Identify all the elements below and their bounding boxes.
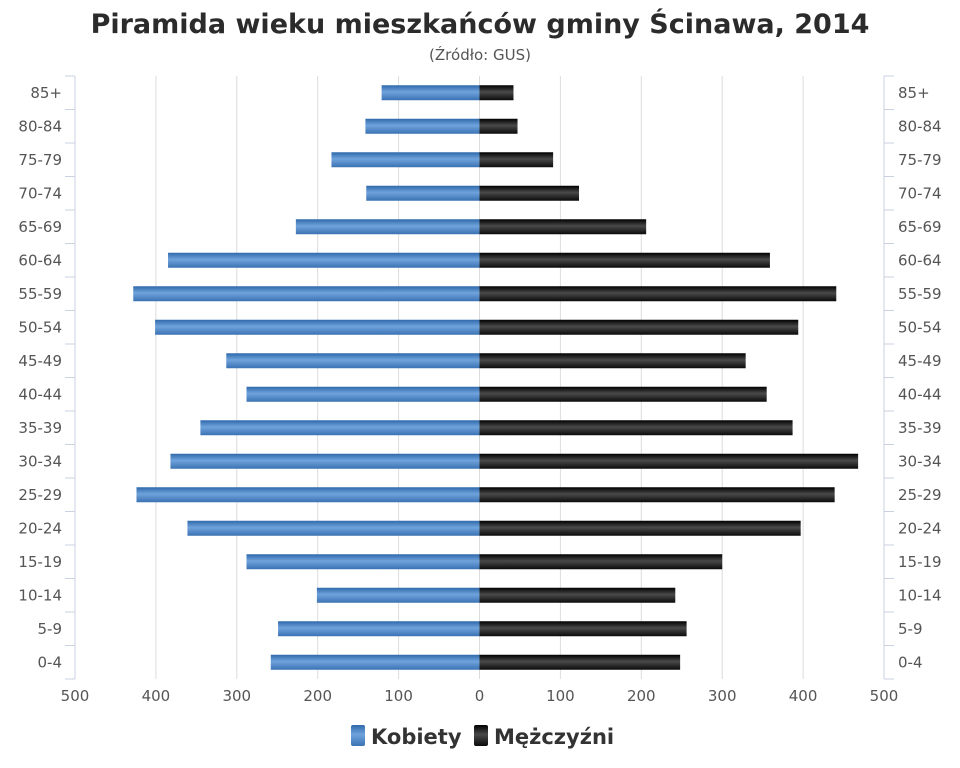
bar-mezczyzni-25-29[interactable]: [479, 487, 835, 503]
bar-kobiety-5-9[interactable]: [278, 621, 480, 637]
bar-kobiety-15-19[interactable]: [246, 554, 480, 570]
category-label-left: 75-79: [18, 151, 62, 169]
category-label-left: 40-44: [18, 385, 62, 403]
category-label-right: 30-34: [898, 452, 942, 470]
category-label-right: 75-79: [898, 151, 942, 169]
bar-kobiety-70-74[interactable]: [366, 185, 480, 201]
bar-kobiety-50-54[interactable]: [155, 319, 480, 335]
category-label-right: 20-24: [898, 519, 942, 537]
category-label-right: 40-44: [898, 385, 942, 403]
legend-swatch-mezczyzni: [474, 725, 488, 746]
legend-label-mezczyzni: Mężczyźni: [494, 725, 614, 749]
category-label-left: 25-29: [18, 486, 62, 504]
category-label-right: 25-29: [898, 486, 942, 504]
category-labels: 85+ 85+ 80-84 80-84 75-79 75-79 70-74 70-74 65-6…: [18, 84, 941, 672]
bar-mezczyzni-35-39[interactable]: [479, 420, 793, 436]
x-tick-label: 300: [222, 687, 251, 705]
bars: [133, 85, 859, 670]
category-label-right: 80-84: [898, 117, 942, 135]
bar-mezczyzni-55-59[interactable]: [479, 286, 837, 302]
bar-mezczyzni-45-49[interactable]: [479, 353, 746, 369]
bar-kobiety-25-29[interactable]: [136, 487, 480, 503]
category-label-left: 20-24: [18, 519, 62, 537]
category-label-left: 35-39: [18, 419, 62, 437]
category-label-right: 35-39: [898, 419, 942, 437]
category-label-right: 15-19: [898, 553, 942, 571]
x-axis-ticks: 500 400 300 200 100 0 100 200 300 400 500: [61, 687, 899, 705]
x-tick-label: 200: [303, 687, 332, 705]
bar-mezczyzni-20-24[interactable]: [479, 520, 801, 536]
bar-mezczyzni-15-19[interactable]: [479, 554, 723, 570]
x-tick-label: 500: [61, 687, 90, 705]
bar-kobiety-20-24[interactable]: [187, 520, 480, 536]
legend-label-kobiety: Kobiety: [371, 725, 462, 749]
category-label-left: 60-64: [18, 251, 62, 269]
bar-kobiety-60-64[interactable]: [168, 252, 480, 268]
bar-kobiety-35-39[interactable]: [200, 420, 480, 436]
bar-mezczyzni-0-4[interactable]: [479, 654, 681, 670]
category-label-left: 5-9: [38, 620, 63, 638]
chart-subtitle: (Źródło: GUS): [429, 45, 531, 64]
legend-item-kobiety[interactable]: Kobiety: [351, 725, 462, 749]
category-label-right: 0-4: [898, 653, 923, 671]
chart-title: Piramida wieku mieszkańców gminy Ścinawa…: [91, 8, 870, 40]
bar-mezczyzni-10-14[interactable]: [479, 587, 676, 603]
x-tick-label: 0: [475, 687, 485, 705]
category-label-left: 50-54: [18, 318, 62, 336]
x-tick-label: 200: [627, 687, 656, 705]
category-label-left: 65-69: [18, 218, 62, 236]
bar-kobiety-0-4[interactable]: [270, 654, 480, 670]
category-label-left: 70-74: [18, 184, 62, 202]
category-label-right: 70-74: [898, 184, 942, 202]
bar-mezczyzni-75-79[interactable]: [479, 152, 554, 168]
category-label-left: 45-49: [18, 352, 62, 370]
bar-kobiety-65-69[interactable]: [295, 219, 480, 235]
legend-item-mezczyzni[interactable]: Mężczyźni: [474, 725, 614, 749]
category-label-left: 80-84: [18, 117, 62, 135]
legend[interactable]: Kobiety Mężczyźni: [351, 725, 614, 749]
bar-kobiety-85+[interactable]: [381, 85, 480, 101]
x-tick-label: 400: [789, 687, 818, 705]
category-label-right: 5-9: [898, 620, 923, 638]
category-label-right: 50-54: [898, 318, 942, 336]
bar-mezczyzni-50-54[interactable]: [479, 319, 799, 335]
bar-mezczyzni-30-34[interactable]: [479, 453, 859, 469]
category-label-right: 60-64: [898, 251, 942, 269]
bar-kobiety-40-44[interactable]: [246, 386, 480, 402]
x-tick-label: 400: [142, 687, 171, 705]
axes: [65, 75, 894, 680]
category-label-left: 55-59: [18, 285, 62, 303]
category-label-right: 55-59: [898, 285, 942, 303]
bar-kobiety-75-79[interactable]: [331, 152, 480, 168]
category-label-right: 45-49: [898, 352, 942, 370]
bar-kobiety-55-59[interactable]: [133, 286, 480, 302]
bar-mezczyzni-40-44[interactable]: [479, 386, 767, 402]
category-label-left: 0-4: [38, 653, 63, 671]
bar-mezczyzni-85+[interactable]: [479, 85, 514, 101]
bar-mezczyzni-65-69[interactable]: [479, 219, 647, 235]
category-label-left: 30-34: [18, 452, 62, 470]
category-label-left: 10-14: [18, 586, 62, 604]
bar-kobiety-80-84[interactable]: [365, 118, 480, 134]
x-tick-label: 500: [870, 687, 899, 705]
category-label-right: 65-69: [898, 218, 942, 236]
category-label-right: 85+: [898, 84, 930, 102]
category-label-left: 85+: [30, 84, 62, 102]
bar-kobiety-30-34[interactable]: [170, 453, 480, 469]
category-label-right: 10-14: [898, 586, 942, 604]
bar-mezczyzni-60-64[interactable]: [479, 252, 770, 268]
bar-kobiety-10-14[interactable]: [316, 587, 480, 603]
category-label-left: 15-19: [18, 553, 62, 571]
legend-swatch-kobiety: [351, 725, 365, 746]
x-tick-label: 300: [708, 687, 737, 705]
bar-mezczyzni-70-74[interactable]: [479, 185, 580, 201]
bar-kobiety-45-49[interactable]: [226, 353, 480, 369]
x-tick-label: 100: [384, 687, 413, 705]
bar-mezczyzni-5-9[interactable]: [479, 621, 687, 637]
x-tick-label: 100: [546, 687, 575, 705]
bar-mezczyzni-80-84[interactable]: [479, 118, 518, 134]
